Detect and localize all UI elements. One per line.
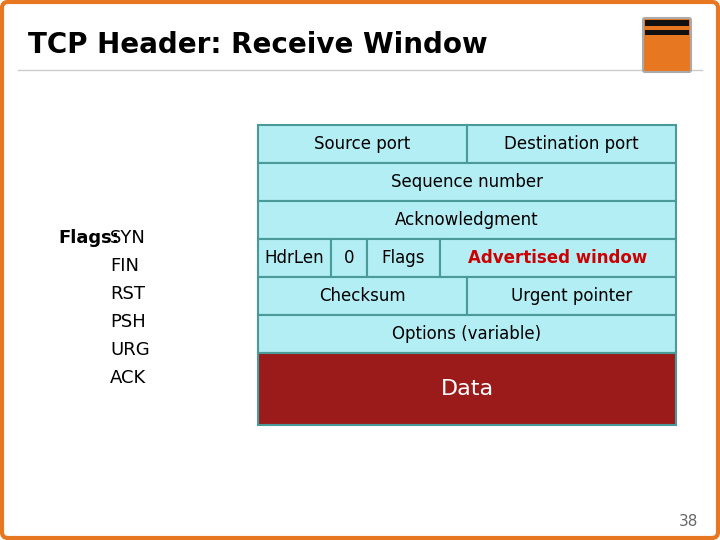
Text: PSH: PSH (110, 313, 145, 331)
Bar (258, 315, 676, 353)
Text: ACK: ACK (110, 369, 146, 387)
Bar (645, 20, 689, 35)
Bar (331, 239, 366, 277)
Text: Urgent pointer: Urgent pointer (511, 287, 632, 305)
Text: Acknowledgment: Acknowledgment (395, 211, 539, 229)
Text: TCP Header: Receive Window: TCP Header: Receive Window (28, 31, 487, 59)
Text: Advertised window: Advertised window (468, 249, 647, 267)
Text: Checksum: Checksum (319, 287, 406, 305)
Text: Flags:: Flags: (58, 229, 119, 247)
Text: SYN: SYN (110, 229, 146, 247)
Bar (440, 239, 676, 277)
FancyBboxPatch shape (643, 18, 691, 72)
Text: HdrLen: HdrLen (265, 249, 325, 267)
Bar (258, 125, 676, 425)
Text: Sequence number: Sequence number (391, 173, 543, 191)
Bar (467, 277, 676, 315)
Text: RST: RST (110, 285, 145, 303)
Text: Options (variable): Options (variable) (392, 325, 541, 343)
Text: FIN: FIN (110, 257, 139, 275)
Text: 38: 38 (679, 515, 698, 530)
Bar (258, 353, 676, 425)
Bar (258, 125, 467, 163)
Text: URG: URG (110, 341, 150, 359)
Bar (645, 26, 689, 30)
Text: Source port: Source port (315, 135, 410, 153)
Text: Destination port: Destination port (504, 135, 639, 153)
Bar (258, 277, 467, 315)
Bar (258, 201, 676, 239)
Text: Data: Data (441, 379, 494, 399)
Bar (467, 125, 676, 163)
Bar (258, 163, 676, 201)
Bar (366, 239, 440, 277)
Text: Flags: Flags (382, 249, 425, 267)
Text: 0: 0 (343, 249, 354, 267)
Bar (258, 239, 331, 277)
